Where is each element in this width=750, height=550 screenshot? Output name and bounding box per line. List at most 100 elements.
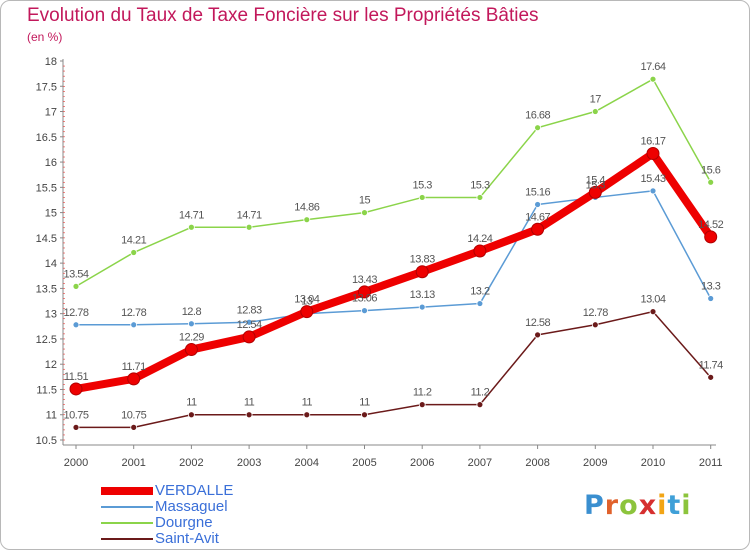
dourgne-point bbox=[245, 223, 253, 231]
massaguel-line bbox=[75, 190, 712, 326]
massaguel-point bbox=[245, 318, 253, 326]
saint-avit-point bbox=[361, 411, 368, 419]
logo-letter: P bbox=[584, 490, 605, 521]
massaguel-data-label: 13 bbox=[301, 296, 313, 308]
massaguel-data-label: 13.2 bbox=[470, 286, 490, 298]
y-tick-label: 14.5 bbox=[36, 233, 57, 245]
x-tick-label: 2003 bbox=[237, 457, 261, 469]
verdalle-point bbox=[588, 185, 602, 199]
massaguel-point bbox=[187, 320, 195, 328]
x-tick-label: 2001 bbox=[121, 457, 145, 469]
saint-avit-data-label: 11 bbox=[186, 397, 197, 409]
y-tick-label: 12 bbox=[45, 359, 57, 371]
massaguel-point bbox=[72, 321, 80, 329]
legend-label-dourgne: Dourgne bbox=[155, 514, 213, 531]
x-tick-label: 2002 bbox=[179, 457, 203, 469]
legend-swatch-verdalle bbox=[101, 487, 153, 495]
legend-label-massaguel: Massaguel bbox=[155, 498, 228, 515]
y-tick-label: 13 bbox=[45, 309, 57, 321]
verdalle-point bbox=[358, 285, 371, 299]
saint-avit-point bbox=[649, 308, 657, 316]
saint-avit-data-label: 11.2 bbox=[471, 387, 490, 399]
y-tick-label: 18 bbox=[45, 56, 57, 68]
verdalle-data-label: 14.52 bbox=[698, 219, 723, 231]
dourgne-point bbox=[534, 124, 541, 132]
verdalle-data-label: 11.71 bbox=[122, 361, 147, 373]
verdalle-data-label: 13.83 bbox=[410, 254, 435, 266]
verdalle-data-label: 15.4 bbox=[586, 174, 606, 186]
x-tick-label: 2000 bbox=[64, 457, 88, 469]
legend-label-verdalle: VERDALLE bbox=[155, 482, 234, 499]
y-tick-label: 13.5 bbox=[36, 283, 57, 295]
massaguel-data-label: 15.16 bbox=[525, 187, 550, 199]
verdalle-point bbox=[242, 330, 256, 344]
massaguel-data-label: 12.83 bbox=[237, 304, 262, 316]
y-tick-label: 12.5 bbox=[36, 334, 57, 346]
massaguel-data-label: 13.13 bbox=[410, 289, 435, 301]
dourgne-data-label: 15.3 bbox=[412, 179, 432, 191]
legend-swatch-massaguel bbox=[101, 506, 153, 508]
verdalle-point bbox=[646, 146, 660, 160]
y-tick-label: 16.5 bbox=[36, 132, 57, 144]
legend-swatch-dourgne bbox=[101, 522, 153, 524]
verdalle-point bbox=[473, 244, 487, 258]
massaguel-data-label: 12.8 bbox=[182, 306, 202, 318]
saint-avit-point bbox=[303, 411, 311, 419]
saint-avit-point bbox=[534, 331, 541, 339]
verdalle-point bbox=[69, 382, 83, 396]
dourgne-line bbox=[75, 78, 712, 288]
saint-avit-point bbox=[130, 423, 138, 431]
massaguel-point bbox=[649, 187, 657, 195]
verdalle-point bbox=[704, 230, 718, 244]
chart-subtitle: (en %) bbox=[27, 30, 63, 44]
dourgne-data-label: 15 bbox=[359, 195, 371, 207]
massaguel-point bbox=[361, 307, 368, 315]
massaguel-data-label: 15.3 bbox=[586, 179, 606, 191]
x-tick-label: 2010 bbox=[641, 457, 665, 469]
x-tick-label: 2007 bbox=[468, 457, 492, 469]
verdalle-point bbox=[184, 343, 198, 357]
y-tick-label: 10.5 bbox=[36, 435, 57, 447]
massaguel-point bbox=[534, 201, 541, 208]
dourgne-data-label: 14.86 bbox=[294, 202, 319, 214]
dourgne-point bbox=[418, 194, 426, 201]
y-tick-label: 11 bbox=[46, 410, 57, 422]
logo-letter: o bbox=[619, 490, 639, 521]
dourgne-data-label: 15.3 bbox=[470, 179, 490, 191]
x-tick-label: 2006 bbox=[410, 457, 434, 469]
massaguel-point bbox=[707, 295, 715, 302]
massaguel-point bbox=[418, 303, 426, 311]
massaguel-data-label: 15.43 bbox=[640, 173, 665, 185]
saint-avit-data-label: 10.75 bbox=[63, 409, 88, 421]
logo-letter: i bbox=[657, 490, 668, 521]
dourgne-data-label: 17.64 bbox=[640, 61, 665, 73]
saint-avit-line bbox=[75, 310, 712, 429]
saint-avit-data-label: 11.2 bbox=[413, 387, 432, 399]
massaguel-point bbox=[476, 300, 484, 307]
verdalle-data-label: 14.67 bbox=[525, 211, 550, 223]
dourgne-point bbox=[187, 223, 195, 231]
x-tick-label: 2005 bbox=[352, 457, 376, 469]
saint-avit-point bbox=[187, 411, 195, 419]
logo-letter: r bbox=[604, 490, 620, 521]
dourgne-point bbox=[591, 108, 599, 115]
verdalle-data-label: 12.29 bbox=[179, 332, 204, 344]
verdalle-data-label: 13.43 bbox=[352, 274, 377, 286]
y-tick-label: 17 bbox=[45, 107, 57, 119]
y-tick-label: 15.5 bbox=[36, 182, 57, 194]
dourgne-data-label: 14.71 bbox=[179, 209, 204, 221]
dourgne-point bbox=[649, 75, 657, 83]
massaguel-data-label: 12.78 bbox=[121, 307, 146, 319]
saint-avit-point bbox=[591, 321, 599, 329]
legend-label-saint-avit: Saint-Avit bbox=[155, 530, 219, 547]
y-tick-label: 14 bbox=[45, 258, 57, 270]
saint-avit-data-label: 10.75 bbox=[121, 409, 146, 421]
verdalle-point bbox=[531, 222, 545, 236]
verdalle-data-label: 16.17 bbox=[640, 135, 665, 147]
logo-letter: t bbox=[667, 490, 682, 521]
dourgne-point bbox=[303, 216, 311, 224]
x-tick-label: 2004 bbox=[295, 457, 319, 469]
dourgne-data-label: 14.21 bbox=[121, 235, 146, 247]
dourgne-point bbox=[130, 249, 138, 256]
